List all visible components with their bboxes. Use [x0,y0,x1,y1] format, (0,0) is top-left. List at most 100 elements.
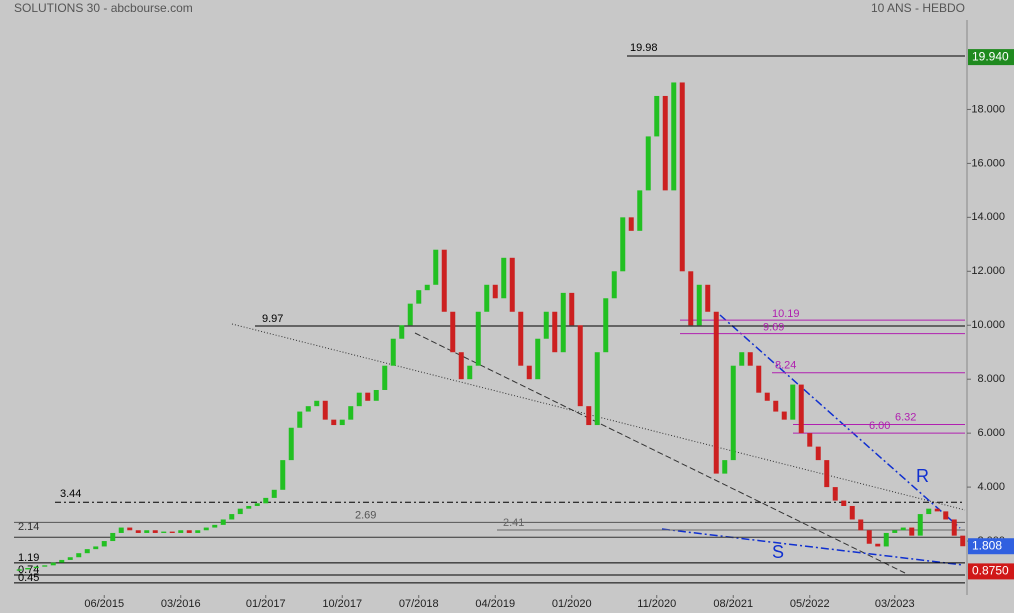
y-tick-label: 8.000 [977,373,1005,385]
candle [186,530,192,533]
candle [59,559,65,563]
candle [679,82,685,272]
candle [518,311,524,366]
candle [628,217,634,231]
candle [144,530,150,533]
candle [467,365,473,380]
candle [450,311,456,353]
candle [917,514,923,536]
candle [484,284,490,312]
y-tick-label: 4.000 [977,481,1005,493]
level-label: 1.19 [18,552,39,564]
candle [135,530,141,533]
support-line [661,528,964,566]
candle [458,352,464,380]
candle [390,338,396,366]
candle [399,325,405,339]
candle [654,95,660,137]
candle [637,190,643,231]
price-badge-label: 0.8750 [972,564,1009,578]
candle [382,365,388,390]
candle [33,566,39,569]
price-badge [968,563,1014,580]
candle [662,95,668,191]
candle [577,325,583,407]
candle [67,557,73,560]
candle [807,433,813,447]
x-tick-label: 10/2017 [322,598,362,610]
candle [688,271,694,326]
candle [849,505,855,520]
candle [101,541,107,547]
candle [858,519,864,531]
candle [220,519,226,525]
candle [875,543,881,547]
candle [288,427,294,461]
level-label: 19.98 [630,42,658,54]
x-tick-label: 11/2020 [637,598,676,610]
candle [322,400,328,420]
candle [263,497,269,504]
candle [892,530,898,533]
candle [586,406,592,426]
candle [764,392,770,401]
candle [339,419,345,426]
level-label: 9.69 [763,322,784,334]
candle [926,508,932,515]
x-tick-label: 08/2021 [713,598,753,610]
x-tick-label: 05/2022 [790,598,830,610]
y-tick-label: 12.000 [971,265,1005,277]
y-tick-label: 6.000 [977,427,1005,439]
candle [441,249,447,312]
level-label: 9.97 [262,313,283,325]
candle [603,298,609,353]
candle [433,249,439,285]
candle [569,292,575,326]
y-tick-label: 14.000 [971,211,1005,223]
candle [93,546,99,550]
candle [127,527,133,531]
level-label: 2.41 [503,517,524,529]
candle [730,365,736,461]
candle [934,508,940,512]
x-tick-label: 06/2015 [84,598,124,610]
candle [773,400,779,412]
candle [943,511,949,520]
y-tick-label: 10.000 [971,319,1005,331]
x-tick-label: 01/2017 [246,598,286,610]
candle [50,562,56,566]
candle [552,311,558,353]
candle [212,524,218,528]
x-tick-label: 03/2016 [161,598,201,610]
candle [280,460,286,490]
price-badge-label: 19.940 [972,49,1009,63]
candle [501,257,507,299]
candle [356,392,362,407]
candle [705,284,711,312]
level-label: 3.44 [60,488,81,500]
level-label: 10.19 [772,308,800,320]
candle [42,565,48,567]
candle [305,406,311,412]
candle [620,217,626,272]
candle [671,82,677,191]
level-label: 6.32 [895,411,916,423]
candle [178,530,184,533]
price-badge-label: 1.808 [972,538,1002,552]
candle [169,531,175,533]
candle [110,532,116,542]
candle [297,411,303,428]
candle [331,419,337,426]
level-label: 2.69 [355,509,376,521]
candle [832,487,838,501]
level-label: 0.45 [18,572,39,584]
resistance-line [719,314,961,529]
candle [909,527,915,536]
candle [739,352,745,366]
candle [416,290,422,304]
chart-subtitle: 10 ANS - HEBDO [871,1,965,15]
annotation: R [916,466,929,486]
x-tick-label: 03/2023 [875,598,915,610]
